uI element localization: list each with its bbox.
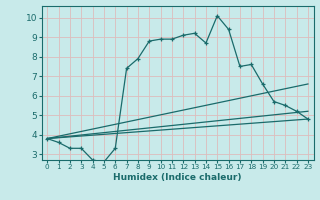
- X-axis label: Humidex (Indice chaleur): Humidex (Indice chaleur): [113, 173, 242, 182]
